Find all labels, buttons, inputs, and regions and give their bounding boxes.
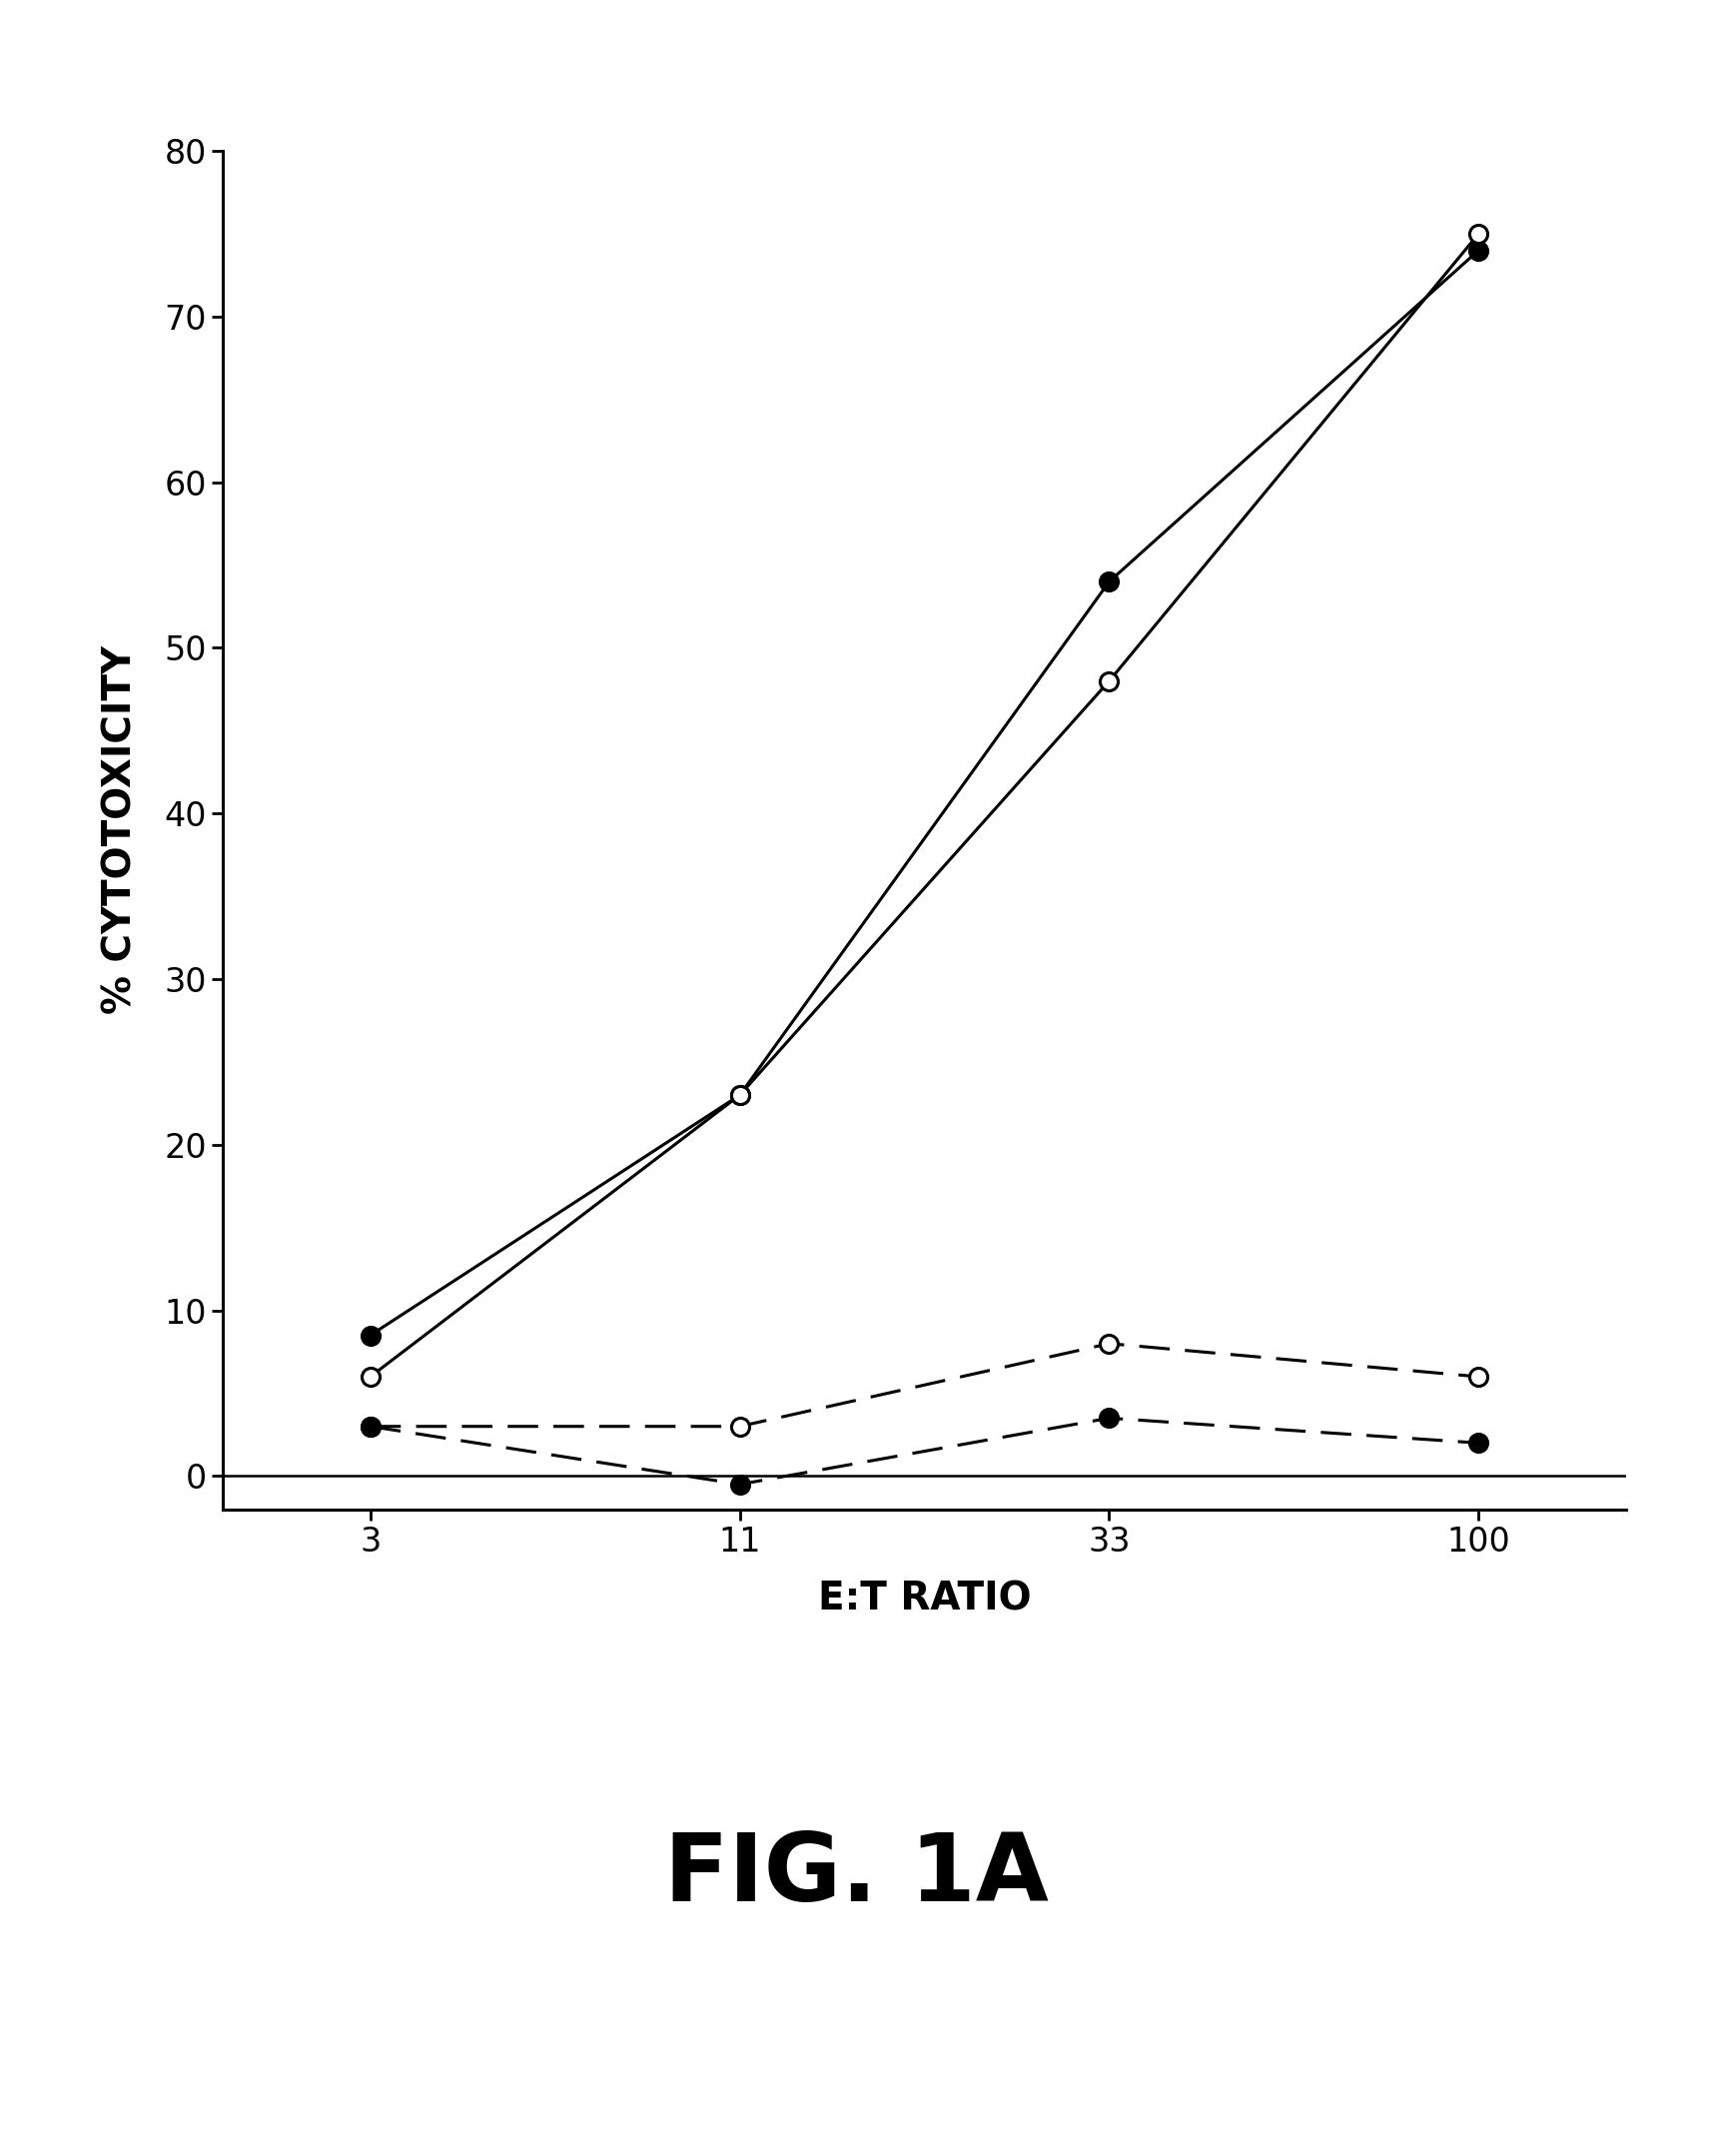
Y-axis label: % CYTOTOXICITY: % CYTOTOXICITY: [101, 647, 139, 1013]
Text: FIG. 1A: FIG. 1A: [664, 1830, 1048, 1921]
X-axis label: E:T RATIO: E:T RATIO: [818, 1580, 1031, 1619]
